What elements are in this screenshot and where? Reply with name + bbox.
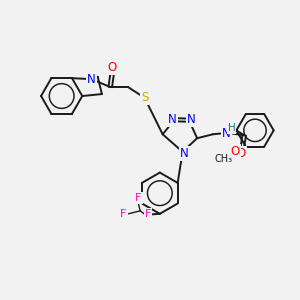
Text: O: O [237, 147, 246, 161]
Text: N: N [180, 147, 189, 160]
Text: F: F [120, 209, 127, 219]
Text: N: N [168, 113, 177, 126]
Text: N: N [87, 73, 96, 86]
Text: N: N [222, 127, 231, 140]
Text: F: F [135, 193, 141, 203]
Text: F: F [145, 209, 151, 219]
Text: O: O [108, 61, 117, 74]
Text: H: H [228, 123, 235, 134]
Text: CH₃: CH₃ [214, 154, 232, 164]
Text: S: S [141, 91, 148, 104]
Text: O: O [230, 145, 239, 158]
Text: N: N [187, 113, 196, 126]
